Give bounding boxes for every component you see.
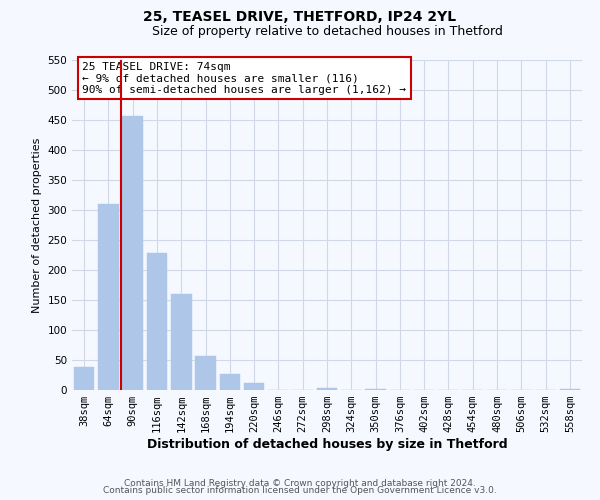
Y-axis label: Number of detached properties: Number of detached properties — [32, 138, 42, 312]
Title: Size of property relative to detached houses in Thetford: Size of property relative to detached ho… — [152, 25, 502, 38]
Bar — [220, 374, 240, 390]
X-axis label: Distribution of detached houses by size in Thetford: Distribution of detached houses by size … — [146, 438, 508, 451]
Bar — [195, 356, 216, 390]
Bar — [171, 294, 191, 390]
Text: 25 TEASEL DRIVE: 74sqm
← 9% of detached houses are smaller (116)
90% of semi-det: 25 TEASEL DRIVE: 74sqm ← 9% of detached … — [82, 62, 406, 95]
Bar — [98, 204, 119, 390]
Bar — [560, 389, 580, 390]
Bar — [365, 389, 386, 390]
Bar — [146, 253, 167, 390]
Bar — [317, 388, 337, 390]
Text: Contains HM Land Registry data © Crown copyright and database right 2024.: Contains HM Land Registry data © Crown c… — [124, 478, 476, 488]
Bar — [74, 367, 94, 390]
Bar — [122, 116, 143, 390]
Bar — [244, 383, 265, 390]
Text: Contains public sector information licensed under the Open Government Licence v3: Contains public sector information licen… — [103, 486, 497, 495]
Text: 25, TEASEL DRIVE, THETFORD, IP24 2YL: 25, TEASEL DRIVE, THETFORD, IP24 2YL — [143, 10, 457, 24]
